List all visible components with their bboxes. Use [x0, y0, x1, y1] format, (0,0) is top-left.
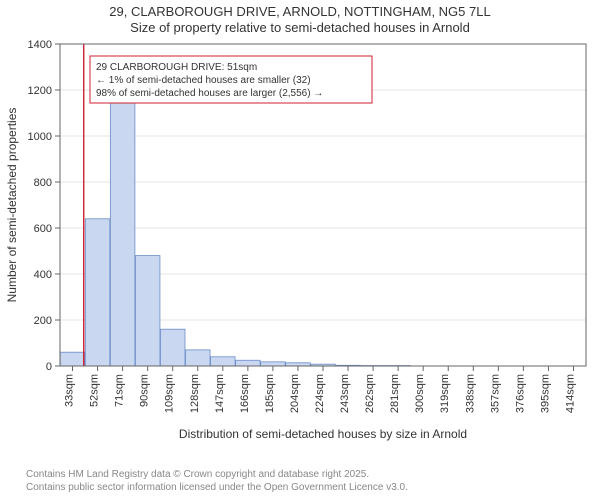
svg-text:29 CLARBOROUGH DRIVE: 51sqm: 29 CLARBOROUGH DRIVE: 51sqm [96, 62, 257, 73]
svg-text:319sqm: 319sqm [439, 374, 451, 413]
svg-text:300sqm: 300sqm [414, 374, 426, 413]
svg-text:33sqm: 33sqm [64, 374, 76, 407]
svg-text:400: 400 [34, 269, 52, 281]
svg-text:1000: 1000 [28, 131, 52, 143]
svg-text:395sqm: 395sqm [539, 374, 551, 413]
title-line-1: 29, CLARBOROUGH DRIVE, ARNOLD, NOTTINGHA… [0, 4, 600, 20]
svg-text:147sqm: 147sqm [214, 374, 226, 413]
svg-text:185sqm: 185sqm [264, 374, 276, 413]
chart-title-block: 29, CLARBOROUGH DRIVE, ARNOLD, NOTTINGHA… [0, 0, 600, 37]
svg-text:98% of semi-detached houses ar: 98% of semi-detached houses are larger (… [96, 88, 323, 99]
svg-text:71sqm: 71sqm [114, 374, 126, 407]
title-line-2: Size of property relative to semi-detach… [0, 20, 600, 36]
svg-text:338sqm: 338sqm [464, 374, 476, 413]
footer-line-2: Contains public sector information licen… [26, 482, 408, 495]
svg-text:166sqm: 166sqm [239, 374, 251, 413]
svg-text:128sqm: 128sqm [189, 374, 201, 413]
svg-text:52sqm: 52sqm [89, 374, 101, 407]
svg-text:← 1% of semi-detached houses a: ← 1% of semi-detached houses are smaller… [96, 75, 311, 86]
svg-text:262sqm: 262sqm [364, 374, 376, 413]
svg-text:800: 800 [34, 177, 52, 189]
svg-text:1200: 1200 [28, 85, 52, 97]
svg-text:200: 200 [34, 315, 52, 327]
svg-text:357sqm: 357sqm [489, 374, 501, 413]
svg-text:1400: 1400 [28, 39, 52, 51]
svg-text:243sqm: 243sqm [339, 374, 351, 413]
svg-text:224sqm: 224sqm [314, 374, 326, 413]
svg-text:600: 600 [34, 223, 52, 235]
svg-text:204sqm: 204sqm [289, 374, 301, 413]
svg-text:0: 0 [46, 361, 52, 373]
footer-line-1: Contains HM Land Registry data © Crown c… [26, 469, 408, 482]
svg-text:414sqm: 414sqm [564, 374, 576, 413]
svg-text:281sqm: 281sqm [389, 374, 401, 413]
svg-text:90sqm: 90sqm [139, 374, 151, 407]
svg-text:Distribution of semi-detached: Distribution of semi-detached houses by … [179, 427, 467, 441]
chart-area: 0 200 400 600 800 1000 1200 1400 33sqm 52sqm 71sqm… [0, 38, 600, 458]
svg-text:Number of semi-detached proper: Number of semi-detached properties [5, 108, 19, 303]
svg-text:109sqm: 109sqm [164, 374, 176, 413]
svg-text:376sqm: 376sqm [514, 374, 526, 413]
histogram-svg: 0 200 400 600 800 1000 1200 1400 33sqm 52sqm 71sqm… [0, 38, 600, 458]
attribution-footer: Contains HM Land Registry data © Crown c… [26, 469, 408, 494]
